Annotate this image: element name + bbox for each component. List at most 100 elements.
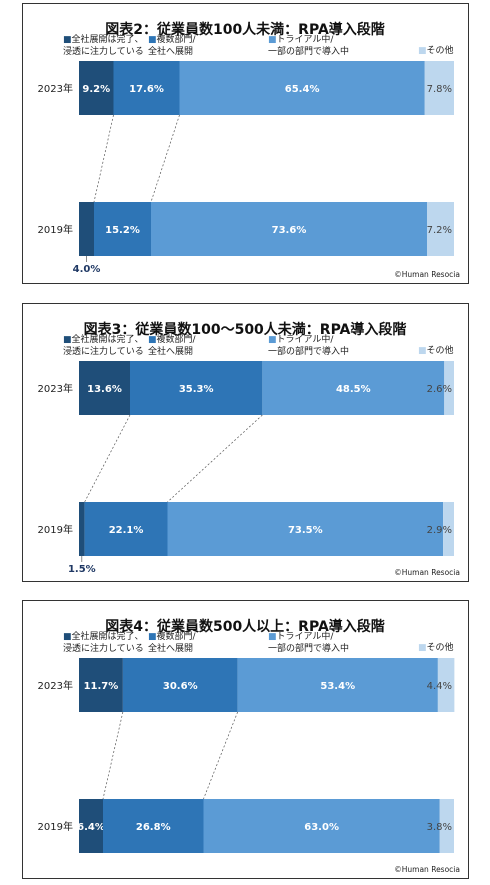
data-label: 22.1% (109, 525, 144, 536)
legend-label: ■複数部門/ (148, 33, 197, 45)
chart-title: 図表3：従業員数100～500人未満：RPA導入段階 (84, 321, 407, 338)
bar-segment (427, 202, 454, 256)
legend-swatch: ■ (63, 35, 72, 45)
legend-text: 複数部門/ (157, 33, 197, 45)
data-label: 65.4% (285, 84, 320, 95)
legend-label: 浸透に注力している (63, 345, 144, 357)
bar-segment (151, 202, 427, 256)
legend-swatch: ■ (268, 632, 277, 642)
bar-segment (79, 361, 130, 415)
legend-swatch: ■ (148, 632, 157, 642)
category-label: 2019年 (38, 523, 73, 536)
legend-label: ■その他 (418, 44, 454, 56)
legend-label: ■複数部門/ (148, 630, 197, 642)
data-label: 48.5% (336, 384, 371, 395)
connector-line (150, 114, 180, 203)
legend-text: 複数部門/ (157, 333, 197, 345)
data-label: 17.6% (129, 84, 164, 95)
bar-segment (79, 502, 85, 556)
data-label: 11.7% (84, 681, 119, 692)
bar-segment (203, 799, 440, 853)
connector-line (102, 711, 124, 800)
bar-segment (424, 61, 454, 115)
category-label: 2023年 (38, 382, 73, 395)
legend-label: 全社へ展開 (148, 345, 193, 357)
bar-segment (437, 658, 455, 712)
data-label: 26.8% (136, 822, 171, 833)
chart-panel-2: 図表3：従業員数100～500人未満：RPA導入段階 ■全社展開は完了、 浸透に注力… (22, 303, 469, 582)
category-label: 2023年 (38, 82, 73, 95)
credit-text: ©Human Resocia (394, 568, 460, 577)
legend-text: トライアル中/ (277, 333, 335, 345)
data-label: 73.5% (288, 525, 323, 536)
legend-label: 一部の部門で導入中 (268, 45, 349, 57)
bar-segment (167, 502, 444, 556)
legend-text: 全社展開は完了、 (72, 33, 144, 45)
legend-swatch: ■ (63, 632, 72, 642)
data-label: 15.2% (105, 225, 140, 236)
chart-title: 図表2：従業員数100人未満：RPA導入段階 (105, 21, 385, 38)
legend-label: 浸透に注力している (63, 642, 144, 654)
legend-label: ■トライアル中/ (268, 333, 334, 345)
legend-text: トライアル中/ (277, 33, 335, 45)
legend-label: 一部の部門で導入中 (268, 345, 349, 357)
data-label: 3.8% (427, 822, 452, 833)
chart-panel-3: 図表4：従業員数500人以上：RPA導入段階 ■全社展開は完了、 浸透に注力している… (22, 600, 469, 879)
data-label: 4.0% (73, 264, 101, 275)
legend-swatch: ■ (418, 46, 427, 56)
legend-label: ■その他 (418, 641, 454, 653)
connector-line (167, 414, 263, 503)
data-label: 53.4% (320, 681, 355, 692)
data-label: 7.8% (427, 84, 452, 95)
credit-text: ©Human Resocia (394, 865, 460, 874)
legend-text: 全社展開は完了、 (72, 630, 144, 642)
legend-label: ■複数部門/ (148, 333, 197, 345)
connector-line (93, 114, 114, 203)
credit-text: ©Human Resocia (394, 270, 460, 279)
chart-svg-1: 図表2：従業員数100人未満：RPA導入段階■全社展開は完了、浸透に注力している… (38, 21, 454, 275)
chart-svg-3: 図表4：従業員数500人以上：RPA導入段階■全社展開は完了、浸透に注力している… (38, 618, 455, 853)
legend-text: その他 (427, 344, 454, 356)
chart-svg-2: 図表3：従業員数100～500人未満：RPA導入段階■全社展開は完了、浸透に注力… (38, 321, 454, 575)
legend-label: ■全社展開は完了、 (63, 630, 144, 642)
legend-label: 浸透に注力している (63, 45, 144, 57)
legend-swatch: ■ (268, 335, 277, 345)
legend-swatch: ■ (148, 335, 157, 345)
legend-swatch: ■ (148, 35, 157, 45)
bar-segment (94, 202, 151, 256)
bar-segment (79, 658, 123, 712)
legend-label: 一部の部門で導入中 (268, 642, 349, 654)
bar-segment (262, 361, 445, 415)
data-label: 2.9% (427, 525, 452, 536)
bar-segment (122, 658, 238, 712)
data-label: 63.0% (304, 822, 339, 833)
legend-label: ■全社展開は完了、 (63, 33, 144, 45)
category-label: 2019年 (38, 223, 73, 236)
data-label: 13.6% (87, 384, 122, 395)
bar-segment (113, 61, 180, 115)
data-label: 2.6% (427, 384, 452, 395)
data-label: 1.5% (68, 564, 96, 575)
data-label: 30.6% (163, 681, 198, 692)
data-label: 7.2% (427, 225, 452, 236)
bar-segment (443, 502, 454, 556)
legend-text: その他 (427, 641, 454, 653)
legend-swatch: ■ (418, 643, 427, 653)
connector-line (84, 414, 131, 503)
bar-segment (79, 61, 114, 115)
chart-panel-1: 図表2：従業員数100人未満：RPA導入段階 ■全社展開は完了、 浸透に注力している… (22, 3, 469, 284)
legend-text: 複数部門/ (157, 630, 197, 642)
data-label: 35.3% (179, 384, 214, 395)
legend-text: 全社展開は完了、 (72, 333, 144, 345)
legend-label: 全社へ展開 (148, 45, 193, 57)
data-label: 6.4% (77, 822, 105, 833)
bar-segment (84, 502, 168, 556)
bar-segment (79, 202, 94, 256)
chart-title: 図表4：従業員数500人以上：RPA導入段階 (105, 618, 385, 635)
data-label: 9.2% (82, 84, 110, 95)
bar-segment (79, 799, 103, 853)
legend-text: トライアル中/ (277, 630, 335, 642)
bar-segment (103, 799, 204, 853)
legend-swatch: ■ (63, 335, 72, 345)
bar-segment (444, 361, 454, 415)
